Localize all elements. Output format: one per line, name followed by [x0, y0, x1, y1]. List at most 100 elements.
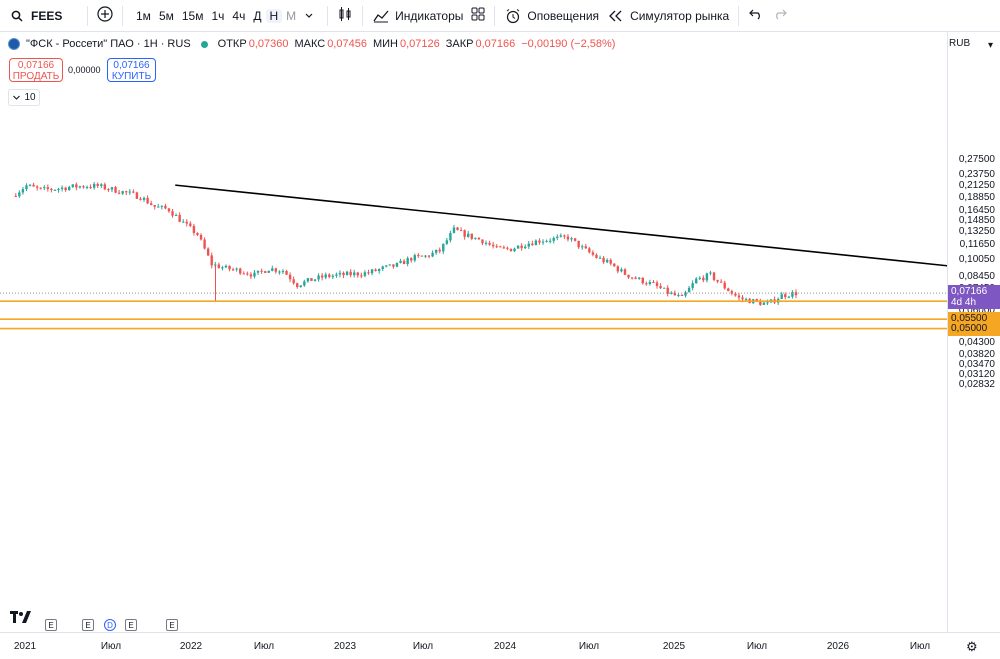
candle-body [278, 271, 281, 273]
candle-body [605, 259, 609, 263]
symbol-search-button[interactable]: FEES [0, 0, 82, 31]
candle-body [573, 238, 577, 241]
time-tick-label: 2021 [13, 641, 37, 652]
time-tick-label: 2023 [333, 641, 357, 652]
candle-body [659, 285, 662, 289]
spread-value: 0,00000 [68, 65, 101, 75]
undo-button[interactable] [744, 0, 768, 31]
candle-body [759, 300, 762, 305]
interval-day[interactable]: Д [253, 8, 262, 23]
candle-body [449, 232, 452, 241]
candle-body [335, 274, 338, 276]
interval-4h[interactable]: 4ч [232, 8, 246, 23]
candle-body [613, 263, 616, 267]
interval-5m[interactable]: 5м [158, 8, 174, 23]
dividend-event-marker[interactable]: D [104, 619, 116, 631]
earnings-event-marker[interactable]: E [45, 619, 57, 631]
price-tick-label: 0,13250 [958, 226, 995, 238]
candle-body [82, 186, 85, 188]
trendline[interactable] [175, 184, 947, 269]
chart-type-button[interactable] [333, 0, 357, 31]
candle-body [509, 248, 513, 252]
candle-body [14, 195, 17, 197]
price-tick-label: 0,03470 [958, 358, 995, 370]
candle-body [520, 245, 523, 249]
bar-countdown: 4d 4h [951, 297, 977, 309]
sell-button[interactable]: 0,07166 ПРОДАТЬ [9, 58, 63, 82]
candle-body [702, 277, 705, 281]
legend-title[interactable]: "ФСК - Россети" ПАО · 1Н · RUS [26, 38, 191, 50]
candle-body [534, 240, 538, 246]
candle-body [524, 246, 527, 249]
indicators-button[interactable]: Индикаторы [368, 0, 467, 31]
candle-body [377, 268, 381, 272]
gear-icon[interactable]: ⚙ [966, 639, 978, 654]
candle-body [324, 274, 327, 278]
redo-button[interactable] [768, 0, 792, 31]
candle-body [616, 266, 620, 272]
search-icon [8, 10, 26, 22]
replay-button[interactable]: Симулятор рынка [603, 0, 733, 31]
interval-1m[interactable]: 1м [136, 8, 151, 23]
candle-body [417, 255, 420, 257]
candle-body [199, 234, 203, 240]
candle-body [146, 197, 149, 204]
candle-body [267, 270, 270, 273]
candle-body [395, 262, 399, 267]
price-chart[interactable] [0, 32, 947, 632]
alerts-button[interactable]: Оповещения [500, 0, 603, 31]
earnings-event-marker[interactable]: E [82, 619, 94, 631]
templates-button[interactable] [467, 0, 489, 31]
time-tick-label: Июл [412, 641, 434, 652]
level-price-label[interactable]: 0,05000 [948, 321, 1000, 336]
candle-body [402, 260, 406, 265]
interval-week[interactable]: Н [265, 8, 283, 23]
candle-body [160, 205, 164, 207]
candle-body [353, 272, 356, 276]
price-tick-label: 0,10050 [958, 253, 995, 265]
current-price-label[interactable]: 0,07166 4d 4h [948, 285, 1000, 310]
currency-label[interactable]: RUB [949, 38, 971, 49]
sell-price: 0,07166 [17, 60, 55, 71]
candle-body [178, 214, 181, 222]
candle-body [652, 281, 655, 283]
candle-body [620, 269, 623, 272]
candle-body [445, 240, 449, 244]
indicators-toggle-button[interactable]: 10 [8, 89, 40, 106]
candle-body [345, 271, 349, 276]
price-tick-label: 0,03820 [958, 349, 995, 361]
buy-button[interactable]: 0,07166 КУПИТЬ [107, 58, 156, 82]
candle-body [538, 240, 541, 243]
interval-15m[interactable]: 15м [181, 8, 204, 23]
grid-icon [471, 7, 485, 24]
sell-label: ПРОДАТЬ [12, 71, 60, 82]
candle-body [292, 279, 295, 284]
time-axis[interactable]: 2021 Июл 2022 Июл 2023 Июл 2024 Июл 2025 Июл 2026 И… [0, 632, 1000, 659]
candle-body [360, 275, 363, 277]
candle-body [210, 255, 213, 266]
candle-body [313, 279, 317, 281]
candle-body [641, 277, 644, 284]
chevron-down-icon[interactable]: ▾ [988, 40, 994, 51]
market-status-dot[interactable] [200, 40, 208, 48]
earnings-event-marker[interactable]: E [125, 619, 137, 631]
open-value: 0,07360 [248, 38, 289, 50]
candle-body [495, 246, 498, 248]
interval-1h[interactable]: 1ч [211, 8, 225, 23]
price-tick-label: 0,08450 [958, 270, 995, 282]
candle-body [363, 272, 367, 276]
interval-month[interactable]: М [286, 8, 297, 23]
tradingview-logo[interactable] [10, 611, 32, 629]
earnings-event-marker[interactable]: E [166, 619, 178, 631]
candle-body [57, 188, 60, 190]
time-tick-label: 2026 [826, 641, 850, 652]
divider [122, 5, 123, 26]
interval-dropdown-button[interactable] [300, 9, 318, 23]
price-axis[interactable]: 0,27500 0,23750 0,21250 0,18850 0,16450 0,148… [947, 32, 1000, 632]
candle-body [228, 265, 231, 270]
candles-icon [337, 6, 353, 25]
candle-body [96, 183, 99, 186]
candle-body [791, 292, 794, 297]
add-symbol-button[interactable] [93, 0, 117, 31]
candle-body [356, 272, 359, 276]
